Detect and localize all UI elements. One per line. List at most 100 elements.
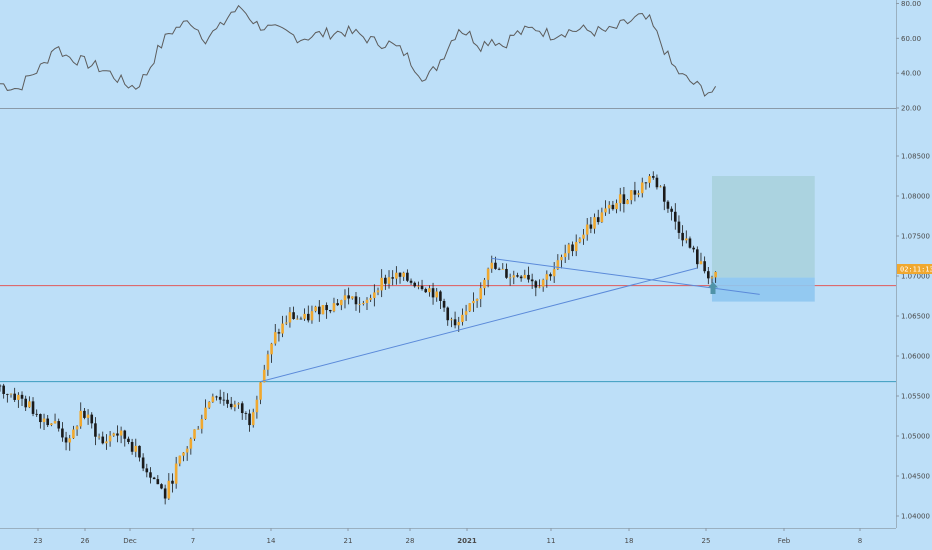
- candle-body: [486, 268, 490, 280]
- candle-body: [141, 457, 145, 469]
- candle-body: [435, 291, 439, 298]
- candle-body: [439, 291, 442, 301]
- candle-body: [659, 186, 662, 188]
- candle-body: [237, 403, 240, 405]
- candle-body: [160, 484, 163, 489]
- candle-body: [193, 429, 196, 439]
- time-tick-label: 14: [267, 537, 276, 545]
- candle-body: [707, 271, 710, 279]
- price-tick-label: 1.04500: [901, 473, 930, 481]
- candle-body: [365, 299, 369, 303]
- candle-body: [710, 277, 714, 279]
- candle-body: [229, 403, 233, 408]
- candle-body: [149, 472, 152, 478]
- candle-body: [541, 279, 545, 287]
- candle-body: [651, 176, 655, 178]
- candle-body: [670, 208, 673, 212]
- oscillator-axis[interactable]: 80.00 60.00 40.00 20.00: [896, 0, 921, 113]
- candle-body: [90, 414, 94, 424]
- time-tick-label: 8: [858, 537, 862, 545]
- candle-body: [9, 393, 13, 395]
- candle-body: [303, 313, 306, 319]
- candle-body: [556, 260, 560, 270]
- candle-body: [61, 428, 64, 438]
- candle-body: [75, 426, 79, 430]
- candle-body: [534, 281, 538, 288]
- candle-body: [20, 394, 24, 399]
- candle-body: [622, 194, 626, 204]
- candle-body: [288, 312, 292, 323]
- candle-body: [468, 303, 472, 312]
- candle-body: [284, 322, 288, 324]
- candle-body: [696, 249, 699, 265]
- candle-body: [391, 277, 394, 279]
- stop-zone: [711, 277, 815, 302]
- candle-body: [233, 404, 237, 408]
- candle-body: [39, 414, 42, 423]
- candle-body: [523, 274, 527, 279]
- oscillator-tick-label: 60.00: [901, 35, 921, 43]
- time-tick-label: 28: [406, 537, 415, 545]
- candle-body: [196, 428, 200, 430]
- candle-body: [134, 445, 138, 452]
- candle-body: [549, 274, 552, 277]
- oscillator-pane[interactable]: [0, 4, 717, 97]
- candle-body: [618, 194, 622, 204]
- candle-body: [358, 303, 361, 305]
- candle-body: [262, 369, 266, 383]
- candlesticks: [0, 171, 717, 505]
- price-axis[interactable]: 1.08500 1.08000 1.07500 1.07000 1.06500 1.060…: [896, 153, 930, 521]
- candle-body: [310, 311, 314, 321]
- candle-body: [178, 455, 182, 464]
- candle-body: [145, 468, 149, 473]
- candle-body: [42, 418, 46, 423]
- candle-body: [563, 253, 567, 258]
- candle-body: [644, 182, 648, 184]
- price-tick-label: 1.05500: [901, 393, 930, 401]
- candle-body: [395, 272, 398, 279]
- candle-body: [677, 221, 681, 233]
- candle-body: [64, 437, 68, 443]
- time-tick-label: 2021: [457, 537, 477, 545]
- candle-body: [703, 261, 706, 272]
- candle-body: [281, 323, 284, 334]
- candle-body: [552, 269, 556, 277]
- candle-body: [207, 401, 211, 408]
- candle-body: [538, 286, 541, 288]
- candle-body: [105, 441, 108, 444]
- candle-body: [46, 418, 50, 426]
- candle-body: [138, 445, 141, 458]
- oscillator-line: [0, 4, 717, 97]
- candle-body: [453, 319, 457, 326]
- price-tick-label: 1.06500: [901, 313, 930, 321]
- candle-body: [17, 394, 20, 400]
- candle-body: [255, 399, 259, 413]
- candle-body: [655, 177, 659, 188]
- candle-body: [633, 190, 637, 195]
- candle-body: [673, 211, 677, 222]
- candle-body: [248, 413, 251, 426]
- price-pane[interactable]: [0, 171, 896, 505]
- candle-body: [24, 398, 27, 408]
- oscillator-tick-label: 80.00: [901, 0, 921, 8]
- candle-body: [578, 238, 582, 243]
- candle-body: [593, 217, 596, 229]
- candle-body: [637, 193, 640, 195]
- candle-body: [611, 204, 615, 210]
- candle-body: [629, 190, 633, 201]
- candle-body: [692, 247, 695, 250]
- candle-body: [501, 268, 505, 270]
- candle-body: [152, 477, 156, 480]
- candle-body: [273, 332, 277, 344]
- candle-body: [684, 238, 688, 241]
- candle-body: [94, 423, 97, 437]
- candle-body: [112, 433, 116, 436]
- candle-body: [398, 272, 402, 277]
- candle-body: [0, 385, 2, 387]
- time-tick-label: Feb: [778, 537, 791, 545]
- candle-body: [119, 430, 123, 436]
- time-axis[interactable]: 23 26 Dec 7 14 21 28 2021 11 18 25 Feb 8: [34, 528, 863, 545]
- candle-body: [83, 410, 86, 418]
- candle-body: [97, 436, 101, 438]
